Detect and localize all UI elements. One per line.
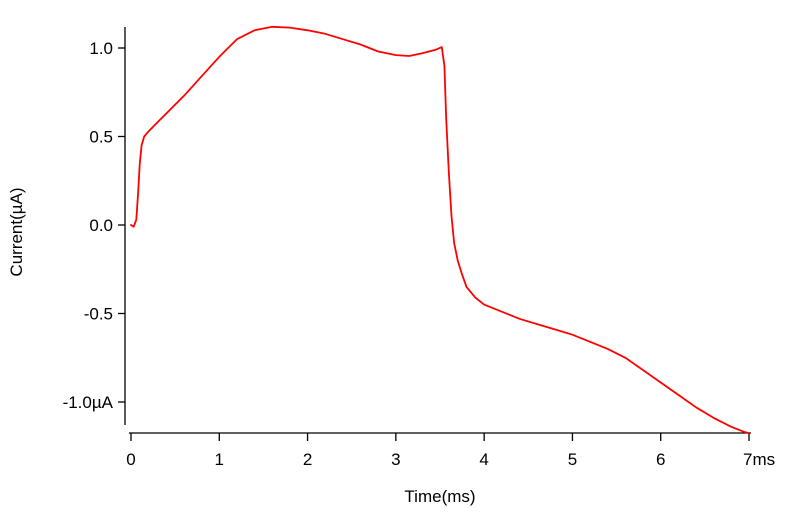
series-line [130,25,750,434]
plot-series [130,25,750,434]
x-tick-label: 7ms [743,450,775,469]
x-tick-label: 6 [656,450,665,469]
x-tick-label: 3 [391,450,400,469]
x-tick-label: 0 [126,450,135,469]
x-ticks: 0 1 2 3 4 5 6 7ms [126,433,775,469]
y-ticks: 1.0 0.5 0.0 -0.5 -1.0µA [63,39,125,412]
y-tick-label: -1.0µA [63,393,114,412]
x-tick-label: 2 [303,450,312,469]
x-tick-label: 4 [479,450,488,469]
y-tick-label: 1.0 [89,39,113,58]
x-axis-title: Time(ms) [404,487,475,506]
y-tick-label: 0.5 [89,128,113,147]
x-tick-label: 5 [568,450,577,469]
x-tick-label: 1 [215,450,224,469]
y-tick-label: -0.5 [84,305,113,324]
x-axis: 0 1 2 3 4 5 6 7ms [126,432,775,469]
y-axis-title: Current(µA) [7,187,26,276]
y-axis: 1.0 0.5 0.0 -0.5 -1.0µA [63,27,126,425]
y-tick-label: 0.0 [89,216,113,235]
